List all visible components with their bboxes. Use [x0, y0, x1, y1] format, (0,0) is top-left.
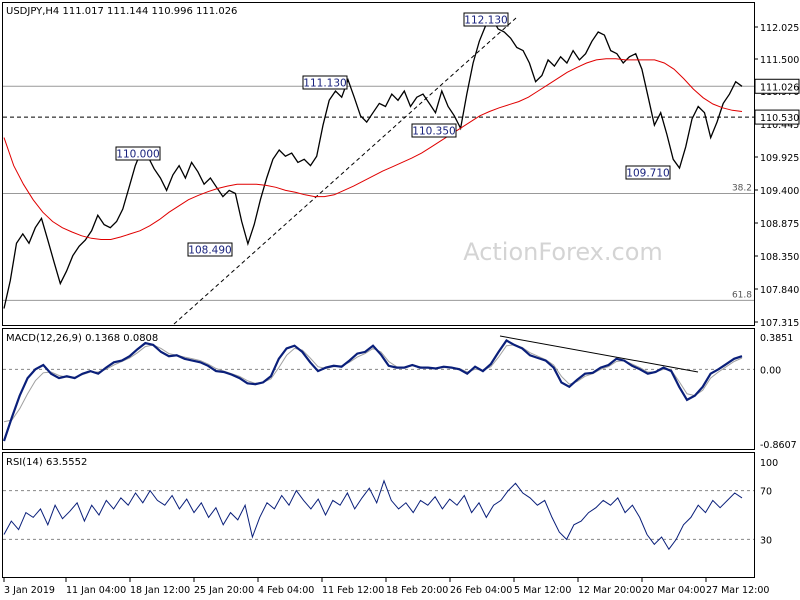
fib-label-61-8: 61.8 — [732, 290, 752, 300]
instrument-label: USDJPY,H4 111.017 111.144 110.996 111.02… — [6, 6, 237, 17]
macd-tick-label-0: 0.3851 — [760, 333, 793, 344]
x-tick-label-10: 20 Mar 04:00 — [642, 585, 705, 596]
macd-label: MACD(12,26,9) 0.1368 0.0808 — [6, 333, 158, 344]
price-tick-label-7: 108.350 — [760, 252, 799, 263]
price-tick-label-3: 110.445 — [760, 120, 799, 131]
x-tick-label-11: 27 Mar 12:00 — [706, 585, 769, 596]
price-tag-box-2 — [115, 146, 161, 161]
price-tag-3: 110.350 — [412, 126, 455, 138]
x-tick-label-1: 11 Jan 04:00 — [66, 585, 126, 596]
rsi-panel — [2, 452, 755, 578]
price-tag-4: 108.490 — [188, 245, 231, 257]
macd-tick-label-1: 0.00 — [760, 365, 781, 376]
rsi-tick-label-0: 100 — [760, 458, 778, 469]
price-tag-box-5 — [625, 165, 671, 180]
price-tick-label-5: 109.400 — [760, 186, 799, 197]
x-tick-label-6: 18 Feb 20:00 — [386, 585, 448, 596]
support-price-tag: 110.530 — [760, 113, 799, 124]
x-tick-label-7: 26 Feb 04:00 — [450, 585, 512, 596]
price-layer: 38.2 61.8 112.130 111.130 110.000 110.350 108.… — [3, 12, 754, 325]
price-tag-2: 110.000 — [116, 149, 159, 161]
x-tick-label-8: 5 Mar 12:00 — [514, 585, 571, 596]
fib-label-38-2: 38.2 — [732, 184, 752, 194]
macd-trend-line — [499, 335, 699, 373]
price-series — [3, 16, 743, 309]
price-tick-label-8: 107.840 — [760, 285, 799, 296]
rsi-layer — [3, 479, 754, 551]
moving-average-series — [3, 58, 743, 240]
x-tick-label-2: 18 Jan 12:00 — [130, 585, 190, 596]
x-tick-label-4: 4 Feb 04:00 — [258, 585, 314, 596]
x-tick-label-0: 3 Jan 2019 — [4, 585, 55, 596]
current-price-tag-box — [754, 78, 800, 94]
macd-series — [2, 339, 743, 442]
macd-tick-label-2: -0.8607 — [760, 440, 797, 451]
macd-layer — [2, 335, 754, 442]
price-tag-1: 111.130 — [303, 78, 346, 90]
x-tick-label-9: 12 Mar 20:00 — [578, 585, 641, 596]
rsi-tick-label-1: 70 — [760, 487, 772, 498]
price-tag-5: 109.710 — [626, 168, 669, 180]
price-tag-box-3 — [411, 123, 457, 138]
rsi-series — [3, 479, 743, 551]
rsi-label: RSI(14) 63.5552 — [6, 457, 87, 468]
price-tick-label-1: 111.500 — [760, 55, 799, 66]
x-tick-label-3: 25 Jan 20:00 — [194, 585, 254, 596]
price-tag-box-4 — [187, 242, 233, 257]
price-tick-label-4: 109.925 — [760, 153, 799, 164]
price-tick-label-0: 112.025 — [760, 23, 799, 34]
price-tag-box-0 — [463, 12, 509, 27]
macd-panel — [2, 328, 755, 450]
macd-signal-series — [3, 344, 743, 423]
watermark: ActionForex.com — [463, 238, 663, 266]
price-tag-box-1 — [302, 75, 348, 90]
price-tick-label-6: 108.875 — [760, 219, 799, 230]
current-price-tag: 111.026 — [760, 82, 799, 93]
support-price-tag-box — [754, 109, 800, 125]
price-panel — [2, 2, 755, 326]
rsi-tick-label-2: 30 — [760, 535, 772, 546]
price-tag-0: 112.130 — [464, 15, 507, 27]
axis-layer: 112.025111.500110.970110.445109.925109.4… — [3, 23, 800, 596]
price-tick-label-9: 107.315 — [760, 318, 799, 329]
x-tick-label-5: 11 Feb 12:00 — [322, 585, 384, 596]
